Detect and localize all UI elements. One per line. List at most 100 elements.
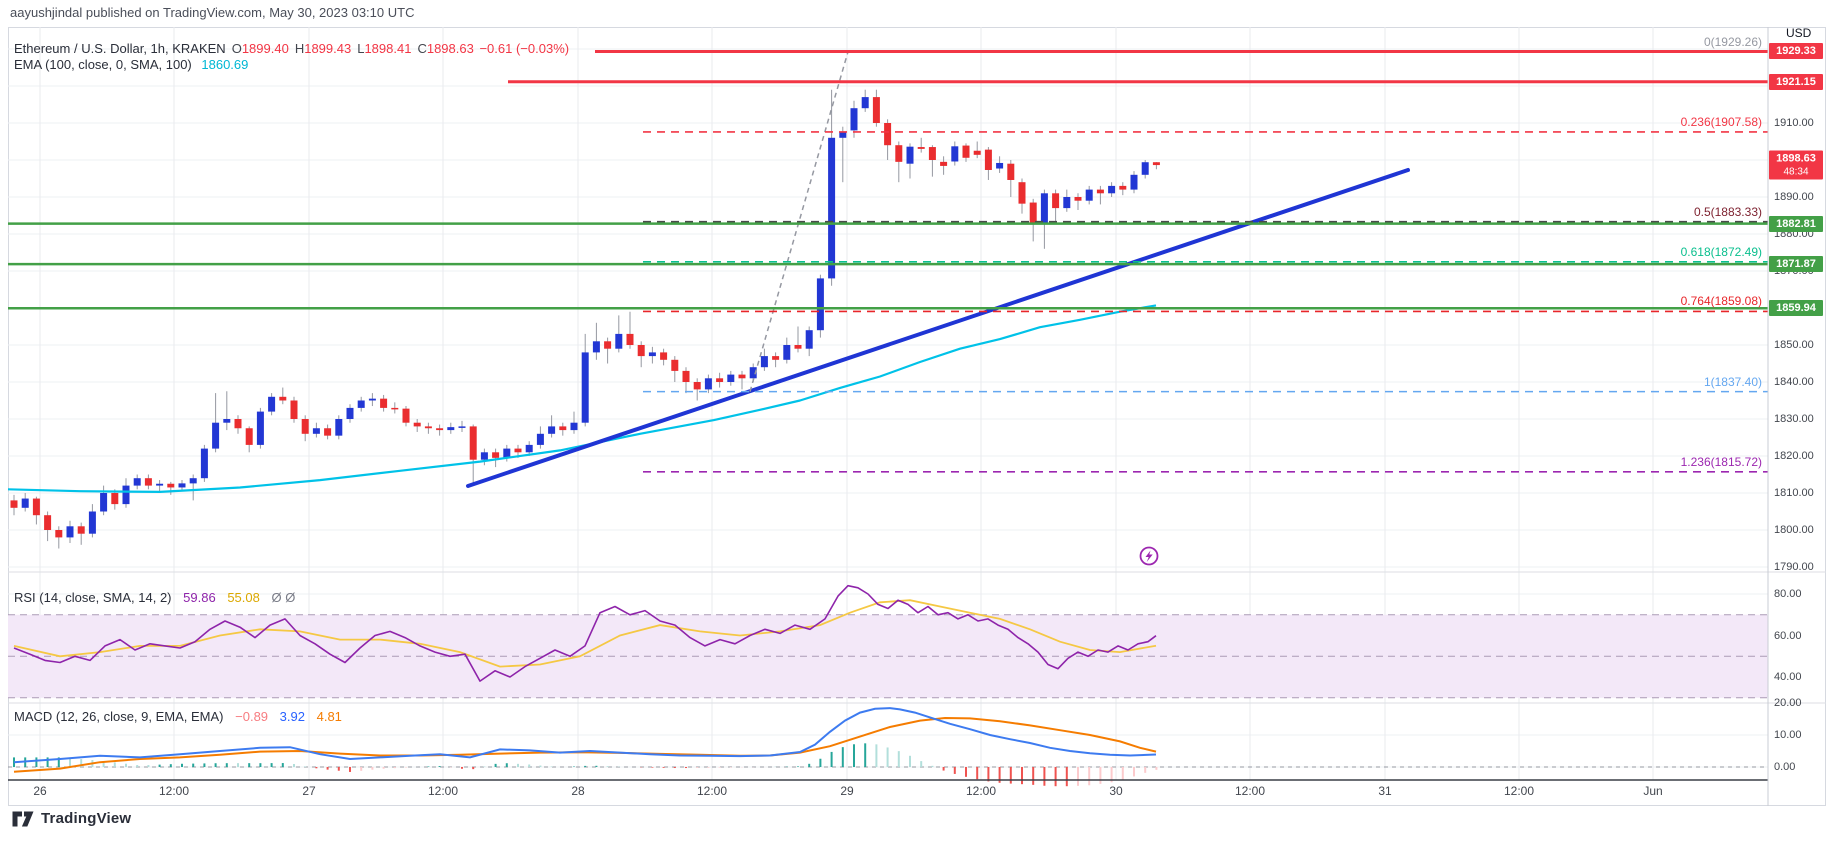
fib-level-label: 0.5(1883.33): [1693, 204, 1762, 219]
candle: [458, 426, 466, 428]
ohlc-key: C: [417, 41, 427, 56]
price-tick-label: 1840.00: [1774, 376, 1814, 388]
rsi-legend-row[interactable]: RSI (14, close, SMA, 14, 2) 59.86 55.08 …: [14, 590, 295, 605]
fib-level-label: 1(1837.40): [1703, 374, 1762, 389]
candle: [503, 448, 511, 458]
candle: [548, 426, 556, 434]
lightning-bolt-icon[interactable]: [1139, 546, 1159, 566]
candle: [514, 448, 522, 453]
candle: [861, 97, 869, 109]
fib-level-label: 0.618(1872.49): [1680, 244, 1762, 259]
rsi-tick-label: 40.00: [1774, 671, 1802, 683]
candle: [1052, 193, 1060, 209]
rsi-sma-line[interactable]: [13, 599, 1157, 668]
ema-label: EMA (100, close, 0, SMA, 100): [14, 57, 192, 72]
candle: [245, 428, 253, 445]
ema-line[interactable]: [7, 304, 1157, 493]
rsi-line[interactable]: [13, 584, 1157, 682]
candle: [279, 396, 287, 401]
candle: [951, 146, 959, 162]
candle: [671, 359, 679, 371]
symbol-legend-row[interactable]: Ethereum / U.S. Dollar, 1h, KRAKEN O1899.…: [14, 41, 569, 56]
ema-legend-row[interactable]: EMA (100, close, 0, SMA, 100) 1860.69: [14, 57, 248, 72]
candle: [223, 419, 231, 423]
time-tick-label: 12:00: [696, 784, 728, 798]
macd-signal-value: 4.81: [316, 709, 342, 724]
candle: [648, 352, 656, 357]
candle: [1096, 189, 1104, 194]
macd-value: 3.92: [279, 709, 305, 724]
candle: [178, 483, 186, 488]
ohlc-key: H: [294, 41, 305, 56]
candle: [794, 345, 802, 349]
candle: [973, 150, 981, 155]
candle: [122, 485, 130, 505]
candle: [1085, 189, 1093, 201]
candle: [940, 161, 948, 166]
time-tick-label: 31: [1378, 784, 1392, 798]
candle: [581, 352, 589, 423]
candle: [660, 352, 668, 360]
candle: [447, 427, 455, 431]
candle: [133, 478, 141, 486]
rsi-sma-value: 55.08: [227, 590, 260, 605]
candle: [828, 137, 836, 279]
candle: [189, 478, 197, 484]
price-tick-label: 1890.00: [1774, 191, 1814, 203]
time-tick-label: 28: [571, 784, 585, 798]
candle: [816, 278, 824, 331]
change-value: −0.61 (−0.03%): [479, 41, 570, 56]
fib-level-label: 1.236(1815.72): [1680, 454, 1762, 469]
time-tick-label: 12:00: [1503, 784, 1535, 798]
candle: [77, 526, 85, 534]
rsi-band: [8, 614, 1768, 699]
trend-line[interactable]: [466, 167, 1410, 488]
tradingview-logo[interactable]: TradingView: [12, 810, 131, 827]
candle: [212, 422, 220, 449]
chart-frame: [8, 27, 1826, 806]
fib-level-label: 0(1929.26): [1703, 34, 1762, 49]
candle: [346, 407, 354, 419]
candlestick-series[interactable]: [10, 89, 1160, 549]
candle: [704, 378, 712, 390]
candle: [760, 356, 768, 368]
level-price-box: 1921.15: [1769, 73, 1823, 90]
candle: [626, 333, 634, 345]
support-resistance-lines[interactable]: [8, 49, 1768, 310]
fib-levels[interactable]: [643, 131, 1768, 473]
macd-histogram[interactable]: [13, 743, 1158, 787]
fib-connector-line[interactable]: [749, 51, 849, 392]
candle: [290, 400, 298, 419]
candle: [424, 426, 432, 429]
candle: [312, 428, 320, 434]
price-tick-label: 1790.00: [1774, 561, 1814, 573]
candle: [906, 146, 914, 164]
candle: [536, 433, 544, 445]
macd-signal-line[interactable]: [13, 716, 1157, 773]
time-tick-label: Jun: [1643, 784, 1663, 798]
candle: [1029, 202, 1037, 223]
price-tick-label: 1910.00: [1774, 117, 1814, 129]
macd-legend-row[interactable]: MACD (12, 26, close, 9, EMA, EMA) −0.89 …: [14, 709, 342, 724]
candle: [783, 345, 791, 360]
time-tick-label: 12:00: [427, 784, 459, 798]
fib-level-label: 0.236(1907.58): [1680, 114, 1762, 129]
candle: [55, 530, 63, 538]
ohlc-value: 1899.43: [304, 41, 352, 56]
ohlc-value: 1898.63: [426, 41, 474, 56]
rsi-label: RSI (14, close, SMA, 14, 2): [14, 590, 172, 605]
candle: [850, 108, 858, 131]
candle: [492, 452, 500, 458]
candle: [559, 426, 567, 431]
macd-line[interactable]: [13, 707, 1157, 764]
candle: [962, 145, 970, 158]
candle: [469, 426, 477, 460]
price-tick-label: 1800.00: [1774, 524, 1814, 536]
candle: [1018, 182, 1026, 204]
candle: [1130, 174, 1138, 190]
time-tick-label: 29: [840, 784, 854, 798]
candle: [1119, 185, 1127, 190]
candle: [301, 419, 309, 434]
candle: [525, 444, 533, 453]
